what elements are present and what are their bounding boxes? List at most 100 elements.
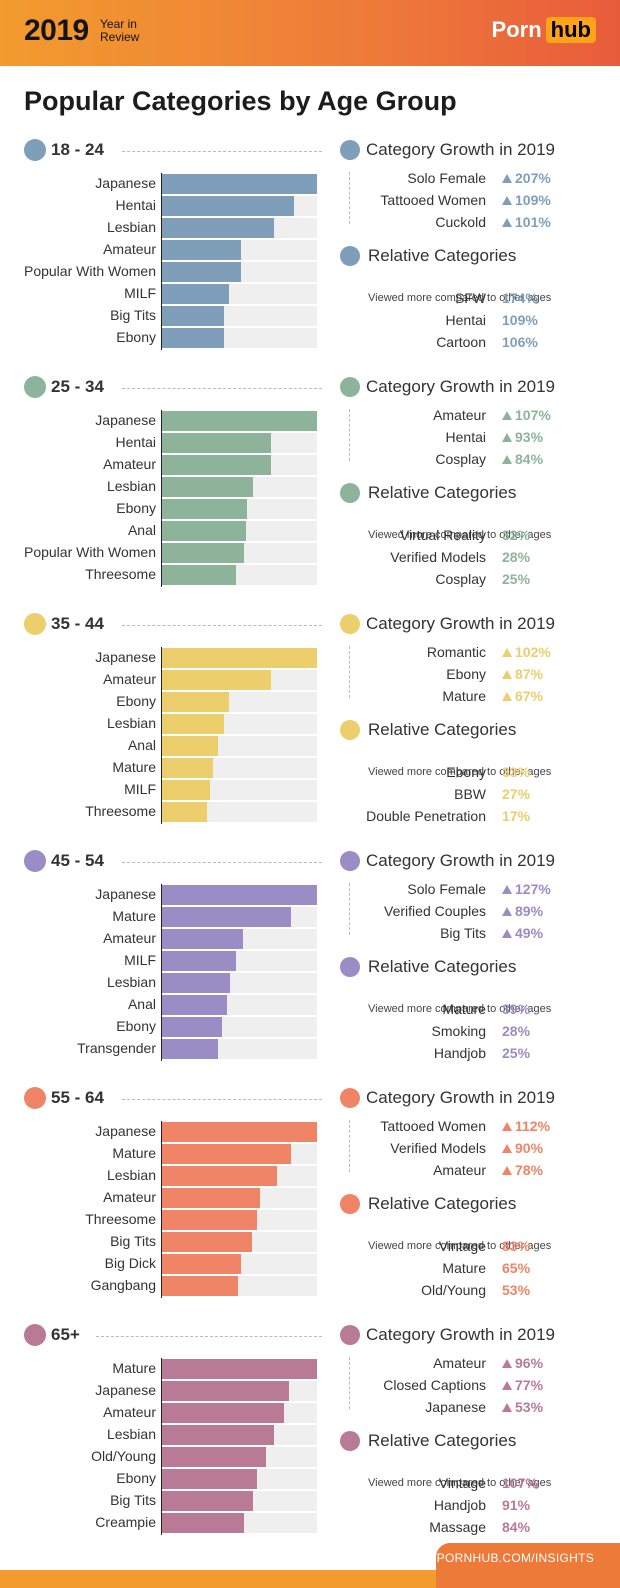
category-row: Hentai — [0, 432, 320, 454]
category-row: Ebony — [0, 1468, 320, 1490]
growth-divider — [349, 1357, 350, 1409]
relative-item-value: 53% — [502, 1282, 531, 1298]
category-label: Mature — [112, 908, 156, 924]
age-group-label: 55 - 64 — [51, 1088, 104, 1107]
relative-item: Handjob 25% — [340, 1045, 600, 1067]
category-bar-track — [162, 1210, 317, 1230]
category-label: Japanese — [95, 1382, 156, 1398]
relative-dot — [340, 957, 360, 977]
category-bar-track — [162, 1491, 317, 1511]
category-bar — [162, 477, 254, 497]
relative-item-value: 28% — [502, 1023, 531, 1039]
relative-subtitle: Viewed more compared to other ages — [368, 1003, 552, 1015]
category-label: Ebony — [116, 500, 156, 516]
category-row: Japanese — [0, 410, 320, 432]
relative-subtitle: Viewed more compared to other ages — [368, 292, 552, 304]
category-bar — [162, 1210, 257, 1230]
growth-value-text: 90% — [515, 1140, 544, 1156]
category-bar-track — [162, 973, 317, 993]
growth-divider — [349, 646, 350, 698]
growth-divider — [349, 883, 350, 935]
category-bar-track — [162, 240, 317, 260]
category-bar-track — [162, 1359, 317, 1379]
category-bar — [162, 543, 245, 563]
relative-item-value: 84% — [502, 1519, 531, 1535]
category-bar-track — [162, 951, 317, 971]
age-group-dot — [24, 1087, 46, 1109]
category-row: Transgender — [0, 1038, 320, 1060]
age-group-divider — [122, 388, 322, 389]
relative-item-name: Mature — [442, 1260, 486, 1276]
header-banner: 2019 Year in Review Porn hub — [0, 0, 620, 66]
category-bar — [162, 1276, 238, 1296]
growth-item-value: 101% — [502, 214, 551, 230]
category-label: Amateur — [103, 671, 156, 687]
category-label: Big Tits — [110, 307, 156, 323]
category-bar-track — [162, 1254, 317, 1274]
growth-title: Category Growth in 2019 — [366, 377, 555, 396]
category-row: Amateur — [0, 1187, 320, 1209]
age-group-label: 25 - 34 — [51, 377, 104, 396]
growth-item: Japanese 53% — [340, 1399, 600, 1421]
category-label: Japanese — [95, 175, 156, 191]
category-row: Threesome — [0, 1209, 320, 1231]
category-bar-track — [162, 1513, 317, 1533]
growth-item-name: Amateur — [433, 1355, 486, 1371]
category-label: Threesome — [85, 803, 156, 819]
growth-item-value: 90% — [502, 1140, 543, 1156]
growth-value-text: 102% — [515, 644, 551, 660]
category-row: Amateur — [0, 239, 320, 261]
category-bar-track — [162, 1403, 317, 1423]
category-row: MILF — [0, 283, 320, 305]
category-bar-track — [162, 174, 317, 194]
growth-item: Big Tits 49% — [340, 925, 600, 947]
growth-item-value: 107% — [502, 407, 551, 423]
category-bar-track — [162, 455, 317, 475]
category-bar-track — [162, 262, 317, 282]
category-bar — [162, 174, 317, 194]
growth-dot — [340, 1325, 360, 1345]
category-bar — [162, 1166, 277, 1186]
category-bar — [162, 692, 229, 712]
category-row: Mature — [0, 1358, 320, 1380]
category-row: Gangbang — [0, 1275, 320, 1297]
category-label: Anal — [127, 996, 156, 1012]
relative-item: Old/Young 53% — [340, 1282, 600, 1304]
relative-item-name: Hentai — [445, 312, 486, 328]
up-arrow-icon — [502, 1122, 512, 1131]
category-bar-track — [162, 328, 317, 348]
growth-value-text: 112% — [515, 1118, 551, 1134]
category-label: Big Tits — [110, 1492, 156, 1508]
age-group-divider — [122, 1099, 322, 1100]
category-label: MILF — [124, 285, 156, 301]
age-group-label: 45 - 54 — [51, 851, 104, 870]
category-label: Gangbang — [90, 1277, 156, 1293]
year-in-review-label: Year in Review — [100, 17, 140, 44]
category-bar — [162, 218, 274, 238]
footer-url[interactable]: PORNHUB.COM/INSIGHTS — [436, 1551, 594, 1565]
growth-item-name: Tattooed Women — [380, 192, 486, 208]
age-group-dot — [24, 139, 46, 161]
category-row: Amateur — [0, 928, 320, 950]
category-label: Hentai — [115, 434, 156, 450]
relative-item-name: Mature — [442, 1001, 486, 1017]
category-label: Mature — [112, 759, 156, 775]
up-arrow-icon — [502, 433, 512, 442]
age-group-section: 18 - 24 Japanese Hentai Lesbian Amateur Popul… — [0, 139, 620, 378]
growth-value-text: 207% — [515, 170, 551, 186]
growth-dot — [340, 377, 360, 397]
up-arrow-icon — [502, 885, 512, 894]
growth-item-value: 127% — [502, 881, 551, 897]
growth-dot — [340, 1088, 360, 1108]
category-row: Lesbian — [0, 1165, 320, 1187]
category-row: Mature — [0, 906, 320, 928]
growth-item: Cosplay 84% — [340, 451, 600, 473]
category-bar-track — [162, 907, 317, 927]
growth-item: Cuckold 101% — [340, 214, 600, 236]
category-bar-track — [162, 433, 317, 453]
relative-item-name: Verified Models — [390, 549, 486, 565]
category-label: Lesbian — [106, 478, 156, 494]
category-row: Big Tits — [0, 1231, 320, 1253]
growth-value-text: 77% — [515, 1377, 544, 1393]
category-bar-track — [162, 714, 317, 734]
